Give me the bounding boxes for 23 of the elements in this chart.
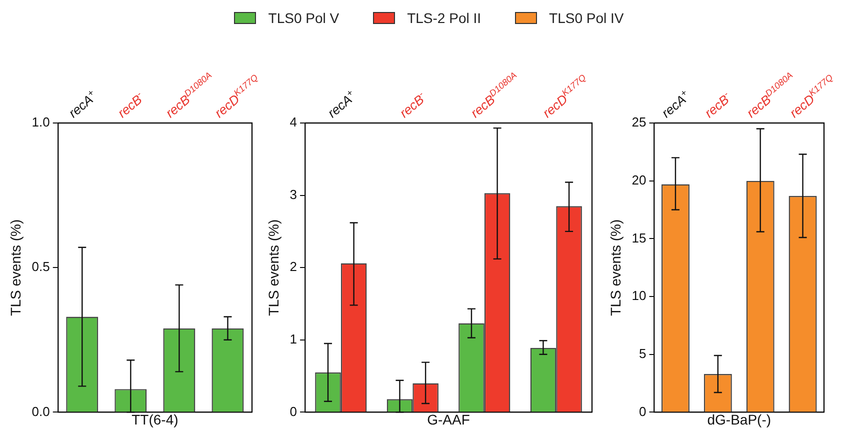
y-tick-label: 0 xyxy=(290,404,298,419)
y-tick-label: 5 xyxy=(639,346,646,361)
y-tick-label: 20 xyxy=(632,172,646,188)
y-axis-title: TLS events (%) xyxy=(7,219,24,316)
y-tick-label: 15 xyxy=(632,230,646,246)
legend-label: TLS0 Pol IV xyxy=(549,10,624,26)
y-tick-label: 10 xyxy=(632,288,646,304)
legend-label: TLS-2 Pol II xyxy=(407,10,482,26)
legend-label: TLS0 Pol V xyxy=(268,10,340,26)
y-tick-label: 0 xyxy=(639,404,646,419)
x-axis-title: dG-BaP(-) xyxy=(707,411,772,428)
y-tick-label: 4 xyxy=(290,114,298,130)
y-tick-label: 0.5 xyxy=(32,259,50,274)
y-tick-label: 1.0 xyxy=(32,114,50,130)
y-tick-label: 2 xyxy=(290,259,298,274)
x-axis-title: G-AAF xyxy=(427,411,470,428)
y-axis-title: TLS events (%) xyxy=(265,219,282,316)
y-tick-label: 3 xyxy=(290,186,298,202)
y-tick-label: 25 xyxy=(632,114,646,130)
y-tick-label: 1 xyxy=(290,331,298,346)
y-tick-label: 0.0 xyxy=(32,404,50,419)
y-axis-title: TLS events (%) xyxy=(607,219,624,316)
x-axis-title: TT(6-4) xyxy=(132,411,178,428)
